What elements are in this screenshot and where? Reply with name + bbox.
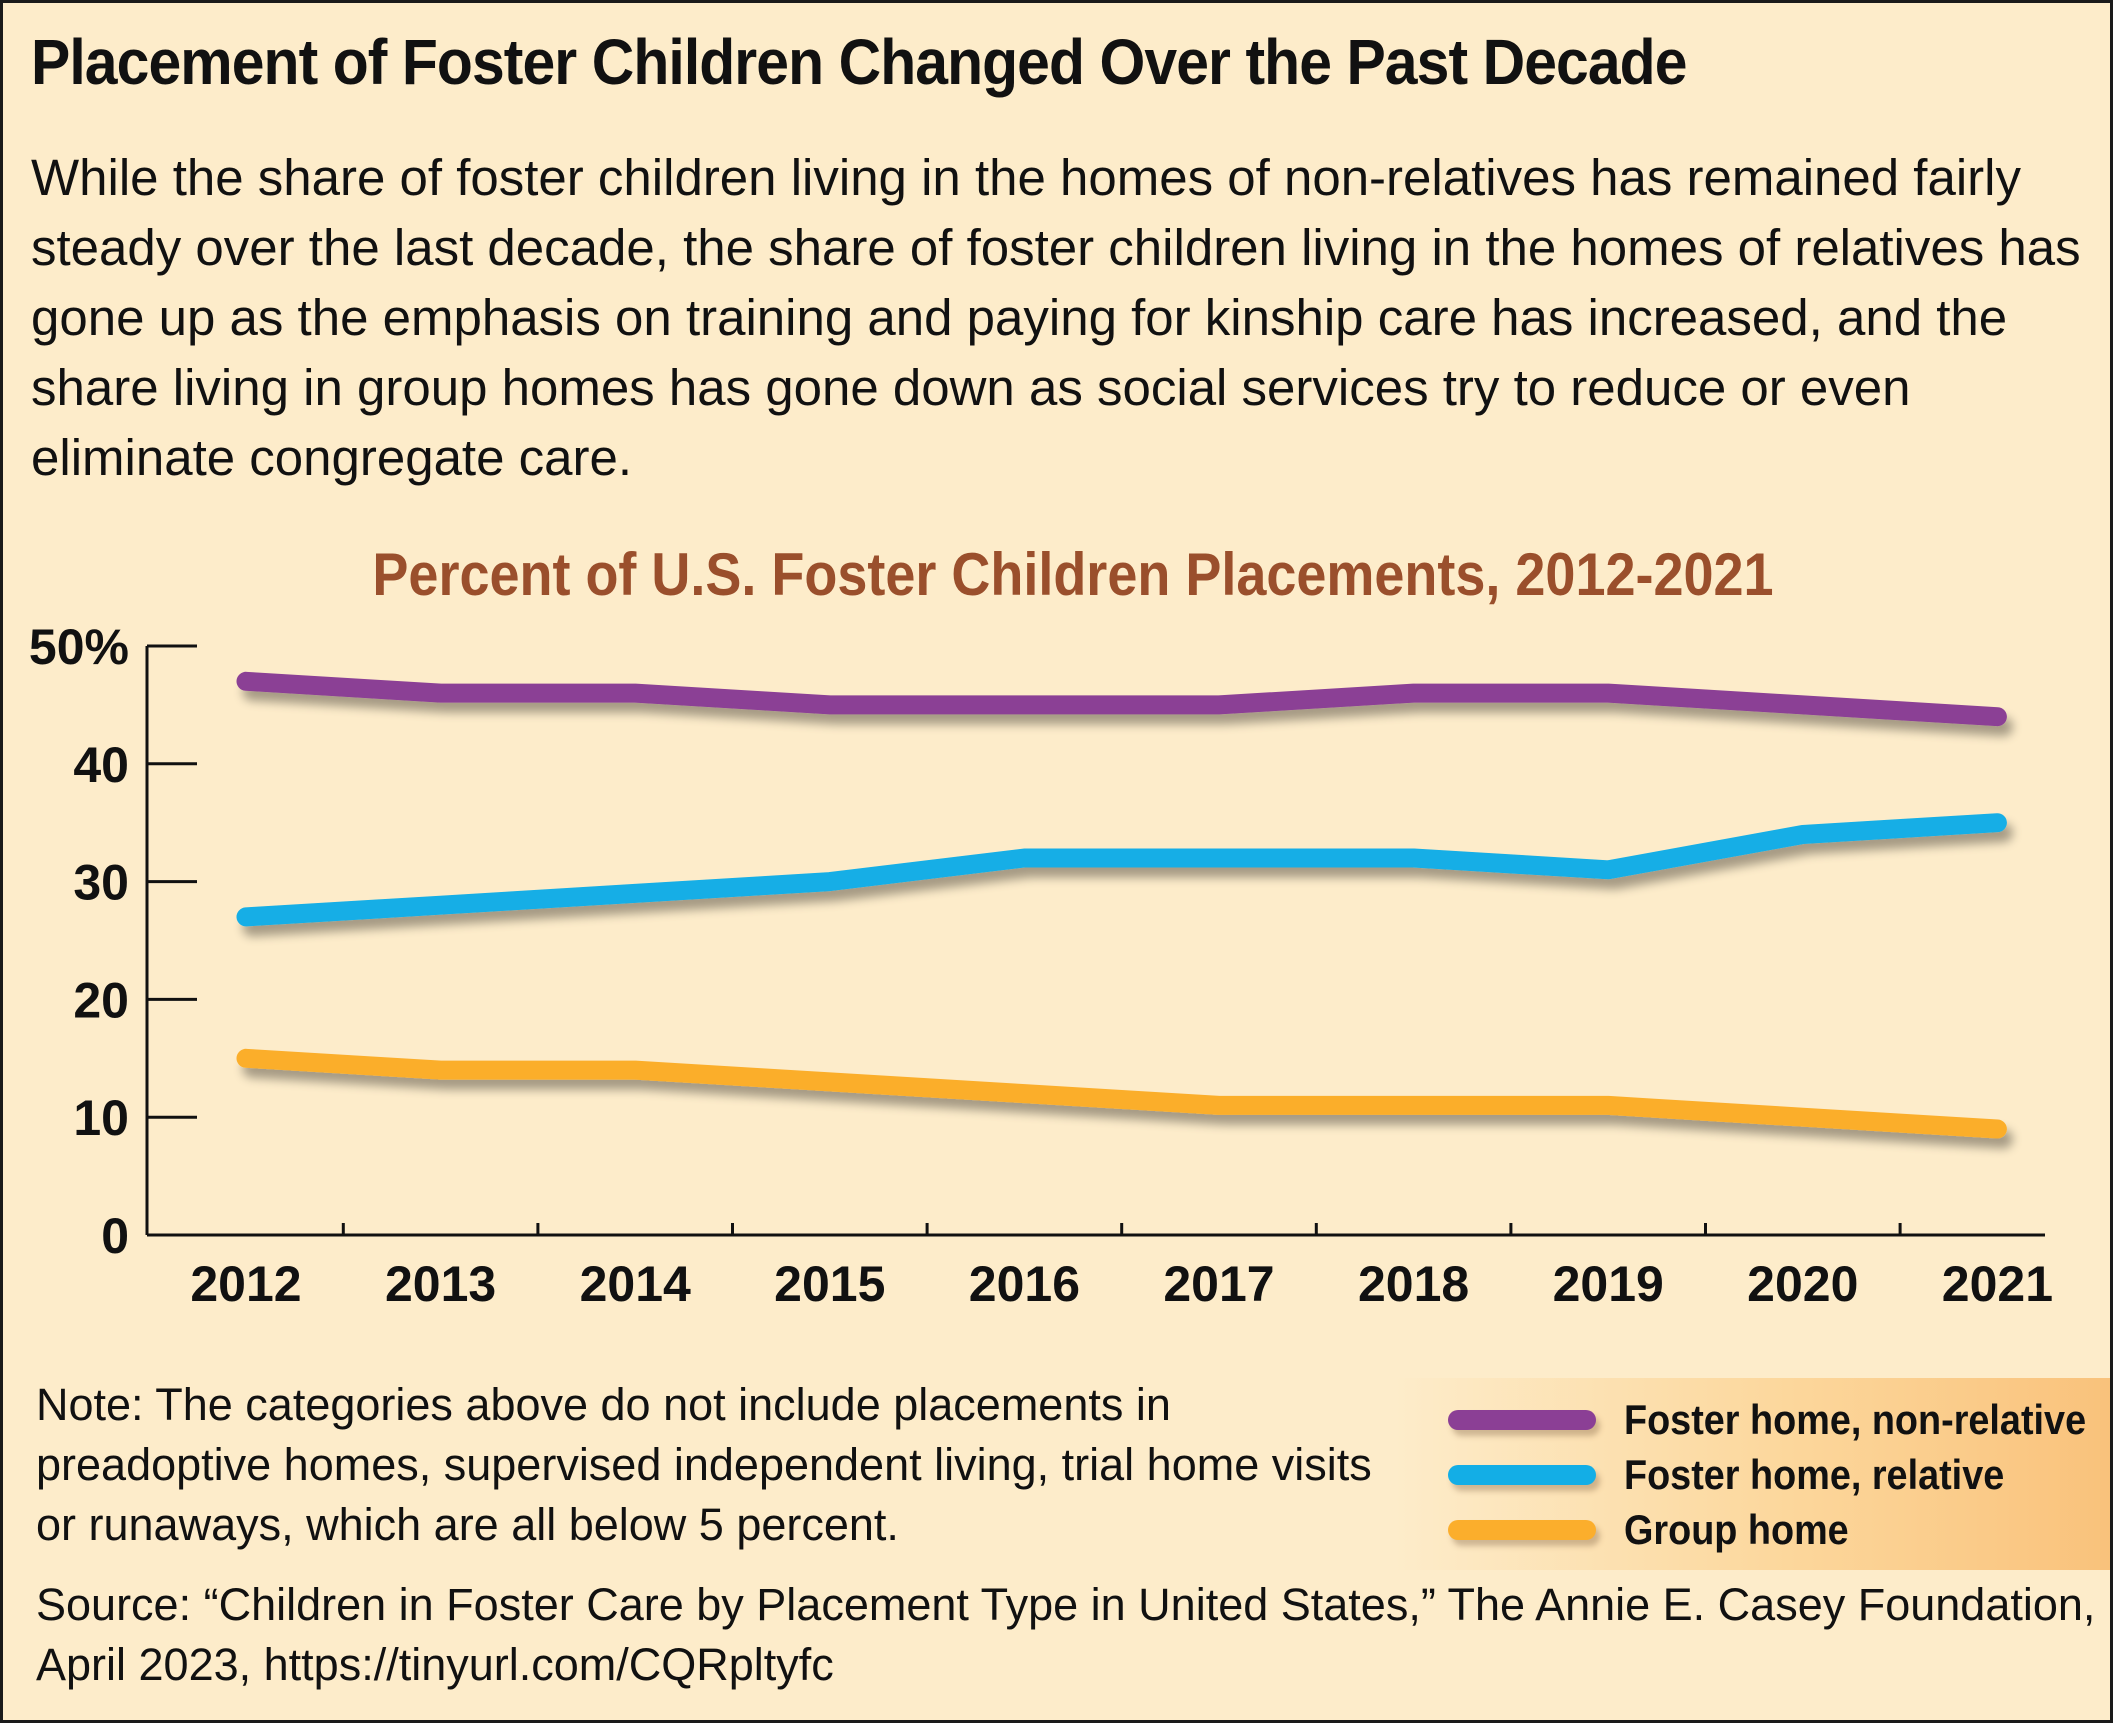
line-chart: Percent of U.S. Foster Children Placemen… xyxy=(29,541,2053,1312)
y-axis-labels: 0 10 20 30 40 50% xyxy=(29,619,129,1264)
intro-paragraph: While the share of foster children livin… xyxy=(31,149,2081,486)
series-lines xyxy=(236,671,2007,1139)
x-tick-label: 2018 xyxy=(1358,1256,1469,1312)
legend-item-relative: Foster home, relative xyxy=(1448,1450,2046,1500)
x-tick-label: 2017 xyxy=(1163,1256,1274,1312)
note-text: Note: The categories above do not includ… xyxy=(36,1379,1372,1550)
legend-swatch-non-relative xyxy=(1448,1410,1596,1430)
x-tick-label: 2013 xyxy=(385,1256,496,1312)
series-line-group-home xyxy=(236,1048,2007,1139)
x-axis-labels: 2012 2013 2014 2015 2016 2017 2018 2019 2020 2021 xyxy=(190,1256,2053,1312)
y-tick-label: 0 xyxy=(101,1208,129,1264)
x-tick-label: 2015 xyxy=(774,1256,885,1312)
x-tick-label: 2012 xyxy=(190,1256,301,1312)
chart-title: Percent of U.S. Foster Children Placemen… xyxy=(372,541,1773,608)
series-line-foster-home-non-relative xyxy=(236,671,2007,727)
headline: Placement of Foster Children Changed Ove… xyxy=(31,26,1687,98)
source-text: Source: “Children in Foster Care by Plac… xyxy=(36,1579,2096,1690)
y-tick-label: 50% xyxy=(29,619,129,675)
x-tick-label: 2020 xyxy=(1747,1256,1858,1312)
x-tick-label: 2019 xyxy=(1553,1256,1664,1312)
legend-label-non-relative: Foster home, non-relative xyxy=(1624,1396,2087,1443)
legend-item-group-home: Group home xyxy=(1448,1505,1874,1555)
chart-axes xyxy=(145,644,2045,1237)
legend-swatch-relative xyxy=(1448,1465,1596,1485)
y-tick-label: 10 xyxy=(73,1090,129,1146)
y-tick-label: 20 xyxy=(73,972,129,1028)
x-tick-label: 2014 xyxy=(580,1256,691,1312)
y-tick-label: 30 xyxy=(73,855,129,911)
legend: Foster home, non-relative Foster home, r… xyxy=(1393,1378,2110,1570)
legend-label-group-home: Group home xyxy=(1624,1506,1849,1553)
legend-swatch-group-home xyxy=(1448,1520,1596,1540)
x-tick-label: 2021 xyxy=(1942,1256,2053,1312)
y-tick-label: 40 xyxy=(73,737,129,793)
legend-item-non-relative: Foster home, non-relative xyxy=(1448,1395,2113,1445)
legend-label-relative: Foster home, relative xyxy=(1624,1451,2005,1498)
x-tick-label: 2016 xyxy=(969,1256,1080,1312)
series-line-foster-home-relative xyxy=(236,813,2007,927)
